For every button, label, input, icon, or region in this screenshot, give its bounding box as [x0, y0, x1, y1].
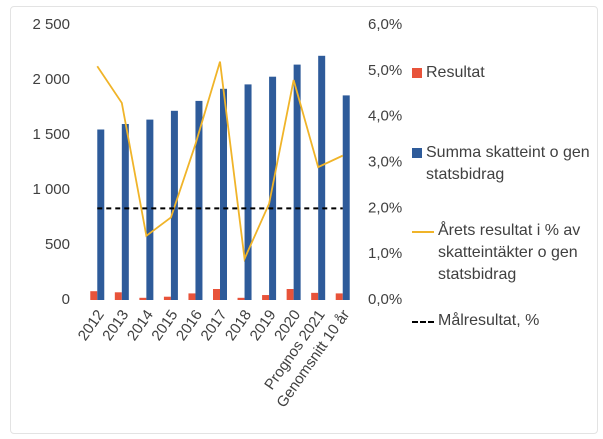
- y-tick-label: 0: [62, 291, 70, 308]
- legend-item: Summa skatteint o gen statsbidrag: [412, 142, 597, 186]
- x-tick-label: 2016: [173, 307, 206, 344]
- x-tick-label: 2012: [75, 307, 108, 344]
- line: [96, 61, 344, 263]
- x-tick-label: 2015: [148, 307, 181, 344]
- bar: [293, 64, 301, 300]
- y2-tick-label: 1,0%: [368, 245, 402, 262]
- legend-item: Resultat: [412, 62, 597, 84]
- y2-tick-label: 5,0%: [368, 62, 402, 79]
- y2-tick-label: 3,0%: [368, 153, 402, 170]
- bar: [311, 292, 319, 300]
- x-tick-label: 2014: [124, 307, 157, 344]
- bar: [121, 124, 129, 300]
- legend-swatch: [412, 148, 422, 158]
- bar: [335, 293, 343, 300]
- legend-swatch: [412, 321, 434, 323]
- legend-label: Målresultat, %: [438, 312, 540, 329]
- legend-item: Målresultat, %: [412, 310, 597, 332]
- x-tick-label: 2017: [197, 307, 230, 344]
- bar: [262, 295, 270, 300]
- legend-label: Resultat: [426, 64, 485, 81]
- bar: [90, 291, 98, 300]
- bar: [114, 292, 122, 300]
- bar: [146, 119, 154, 300]
- bar: [97, 129, 105, 300]
- y2-tick-label: 2,0%: [368, 199, 402, 216]
- bar: [318, 55, 326, 300]
- bar: [213, 289, 220, 300]
- bar: [244, 84, 252, 301]
- y-tick-label: 2 500: [32, 16, 70, 33]
- y-tick-label: 2 000: [32, 71, 70, 88]
- bar: [195, 100, 203, 301]
- legend-item: Årets resultat i % av skatteintäkter o g…: [412, 220, 597, 286]
- x-tick-label: 2018: [222, 307, 255, 344]
- legend-label: Summa skatteint o gen statsbidrag: [426, 144, 590, 183]
- y2-tick-label: 4,0%: [368, 108, 402, 125]
- bar: [286, 289, 294, 300]
- y-tick-label: 1 000: [32, 181, 70, 198]
- x-tick-label: 2019: [247, 307, 280, 344]
- bar: [342, 95, 350, 301]
- y-tick-label: 1 500: [32, 126, 70, 143]
- y2-tick-label: 0,0%: [368, 291, 402, 308]
- bar: [163, 296, 171, 300]
- legend-swatch: [412, 231, 434, 233]
- bar: [220, 88, 227, 300]
- legend-label: Årets resultat i % av skatteintäkter o g…: [438, 222, 581, 283]
- y-tick-label: 500: [45, 236, 70, 253]
- x-tick-label: 2013: [99, 307, 132, 344]
- card: [10, 6, 598, 434]
- bar: [237, 297, 245, 300]
- y2-tick-label: 6,0%: [368, 16, 402, 33]
- bar: [139, 297, 147, 300]
- bar: [188, 293, 196, 300]
- legend-swatch: [412, 68, 422, 78]
